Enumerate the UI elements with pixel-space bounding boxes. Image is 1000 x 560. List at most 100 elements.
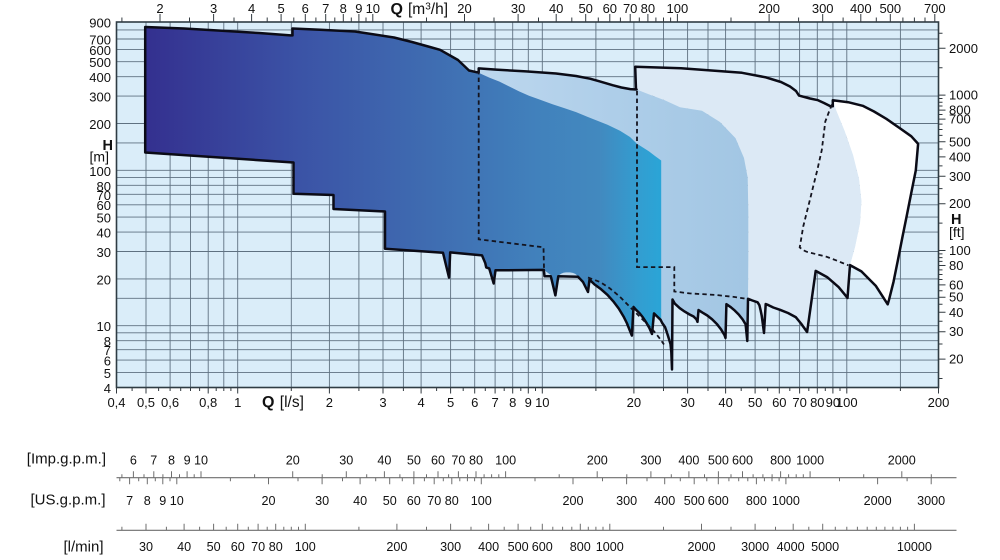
svg-text:0,8: 0,8 [199, 395, 217, 410]
svg-text:700: 700 [89, 33, 111, 48]
svg-text:30: 30 [949, 324, 963, 339]
svg-text:[US.g.p.m.]: [US.g.p.m.] [30, 492, 105, 509]
svg-text:5: 5 [277, 1, 284, 16]
svg-text:400: 400 [89, 70, 111, 85]
svg-text:4: 4 [417, 395, 424, 410]
svg-text:3: 3 [210, 1, 217, 16]
svg-text:500: 500 [949, 134, 971, 149]
svg-text:[ft]: [ft] [949, 224, 965, 240]
svg-text:8: 8 [340, 1, 347, 16]
svg-text:10: 10 [366, 1, 380, 16]
svg-text:100: 100 [471, 494, 492, 508]
svg-text:9: 9 [184, 453, 191, 467]
svg-text:400: 400 [949, 149, 971, 164]
svg-text:[m]: [m] [90, 148, 109, 164]
svg-text:50: 50 [407, 453, 421, 467]
svg-text:8: 8 [168, 453, 175, 467]
svg-text:9: 9 [159, 494, 166, 508]
svg-text:[l/min]: [l/min] [63, 538, 103, 555]
svg-text:80: 80 [641, 1, 655, 16]
svg-text:40: 40 [177, 540, 191, 554]
svg-text:80: 80 [269, 540, 283, 554]
svg-text:700: 700 [924, 1, 946, 16]
svg-text:500: 500 [89, 55, 111, 70]
svg-text:7: 7 [150, 453, 157, 467]
svg-text:200: 200 [928, 395, 950, 410]
svg-text:600: 600 [708, 494, 729, 508]
svg-text:60: 60 [231, 540, 245, 554]
svg-text:6: 6 [104, 354, 111, 369]
svg-text:7: 7 [322, 1, 329, 16]
svg-text:50: 50 [383, 494, 397, 508]
svg-text:40: 40 [718, 395, 732, 410]
svg-text:0,6: 0,6 [161, 395, 179, 410]
svg-text:100: 100 [89, 164, 111, 179]
svg-text:3000: 3000 [917, 494, 945, 508]
svg-text:200: 200 [949, 196, 971, 211]
svg-text:800: 800 [746, 494, 767, 508]
svg-text:2: 2 [326, 395, 333, 410]
svg-text:10000: 10000 [897, 540, 932, 554]
svg-text:400: 400 [478, 540, 499, 554]
svg-text:500: 500 [508, 540, 529, 554]
svg-text:200: 200 [587, 453, 608, 467]
svg-text:50: 50 [97, 211, 111, 226]
svg-text:4: 4 [248, 1, 255, 16]
svg-text:40: 40 [949, 305, 963, 320]
svg-text:30: 30 [680, 395, 694, 410]
svg-text:80: 80 [949, 258, 963, 273]
svg-text:60: 60 [949, 277, 963, 292]
svg-text:0,5: 0,5 [137, 395, 155, 410]
svg-text:1000: 1000 [596, 540, 624, 554]
svg-text:60: 60 [97, 198, 111, 213]
svg-text:70: 70 [97, 188, 111, 203]
svg-text:800: 800 [770, 453, 791, 467]
svg-text:9: 9 [355, 1, 362, 16]
svg-text:1000: 1000 [796, 453, 824, 467]
svg-text:1: 1 [234, 395, 241, 410]
svg-text:800: 800 [949, 103, 971, 118]
svg-text:3: 3 [379, 395, 386, 410]
svg-text:30: 30 [315, 494, 329, 508]
svg-text:1000: 1000 [949, 88, 978, 103]
svg-text:500: 500 [879, 1, 901, 16]
svg-text:500: 500 [708, 453, 729, 467]
svg-text:10: 10 [170, 494, 184, 508]
svg-text:5: 5 [447, 395, 454, 410]
svg-text:[l/s]: [l/s] [280, 394, 304, 411]
svg-text:400: 400 [850, 1, 872, 16]
svg-text:40: 40 [97, 226, 111, 241]
svg-text:30: 30 [511, 1, 525, 16]
svg-text:20: 20 [97, 272, 111, 287]
svg-text:70: 70 [623, 1, 637, 16]
svg-text:100: 100 [495, 453, 516, 467]
svg-text:Q: Q [262, 394, 274, 411]
svg-text:2: 2 [156, 1, 163, 16]
svg-text:4: 4 [104, 381, 111, 396]
svg-text:0,4: 0,4 [107, 395, 125, 410]
svg-text:50: 50 [949, 290, 963, 305]
svg-text:100: 100 [295, 540, 316, 554]
svg-text:4000: 4000 [777, 540, 805, 554]
svg-text:H: H [951, 212, 961, 228]
svg-text:80: 80 [445, 494, 459, 508]
svg-text:2000: 2000 [949, 41, 978, 56]
svg-text:60: 60 [772, 395, 786, 410]
svg-text:70: 70 [251, 540, 265, 554]
svg-text:30: 30 [97, 245, 111, 260]
svg-text:300: 300 [949, 169, 971, 184]
svg-text:20: 20 [627, 395, 641, 410]
svg-text:8: 8 [509, 395, 516, 410]
svg-text:200: 200 [562, 494, 583, 508]
svg-text:300: 300 [616, 494, 637, 508]
svg-text:2000: 2000 [864, 494, 892, 508]
svg-text:200: 200 [89, 117, 111, 132]
svg-text:700: 700 [949, 112, 971, 127]
svg-text:900: 900 [89, 16, 111, 31]
svg-text:8: 8 [144, 494, 151, 508]
svg-text:2000: 2000 [888, 453, 916, 467]
svg-text:70: 70 [451, 453, 465, 467]
svg-text:300: 300 [89, 90, 111, 105]
svg-text:7: 7 [491, 395, 498, 410]
svg-text:80: 80 [810, 395, 824, 410]
